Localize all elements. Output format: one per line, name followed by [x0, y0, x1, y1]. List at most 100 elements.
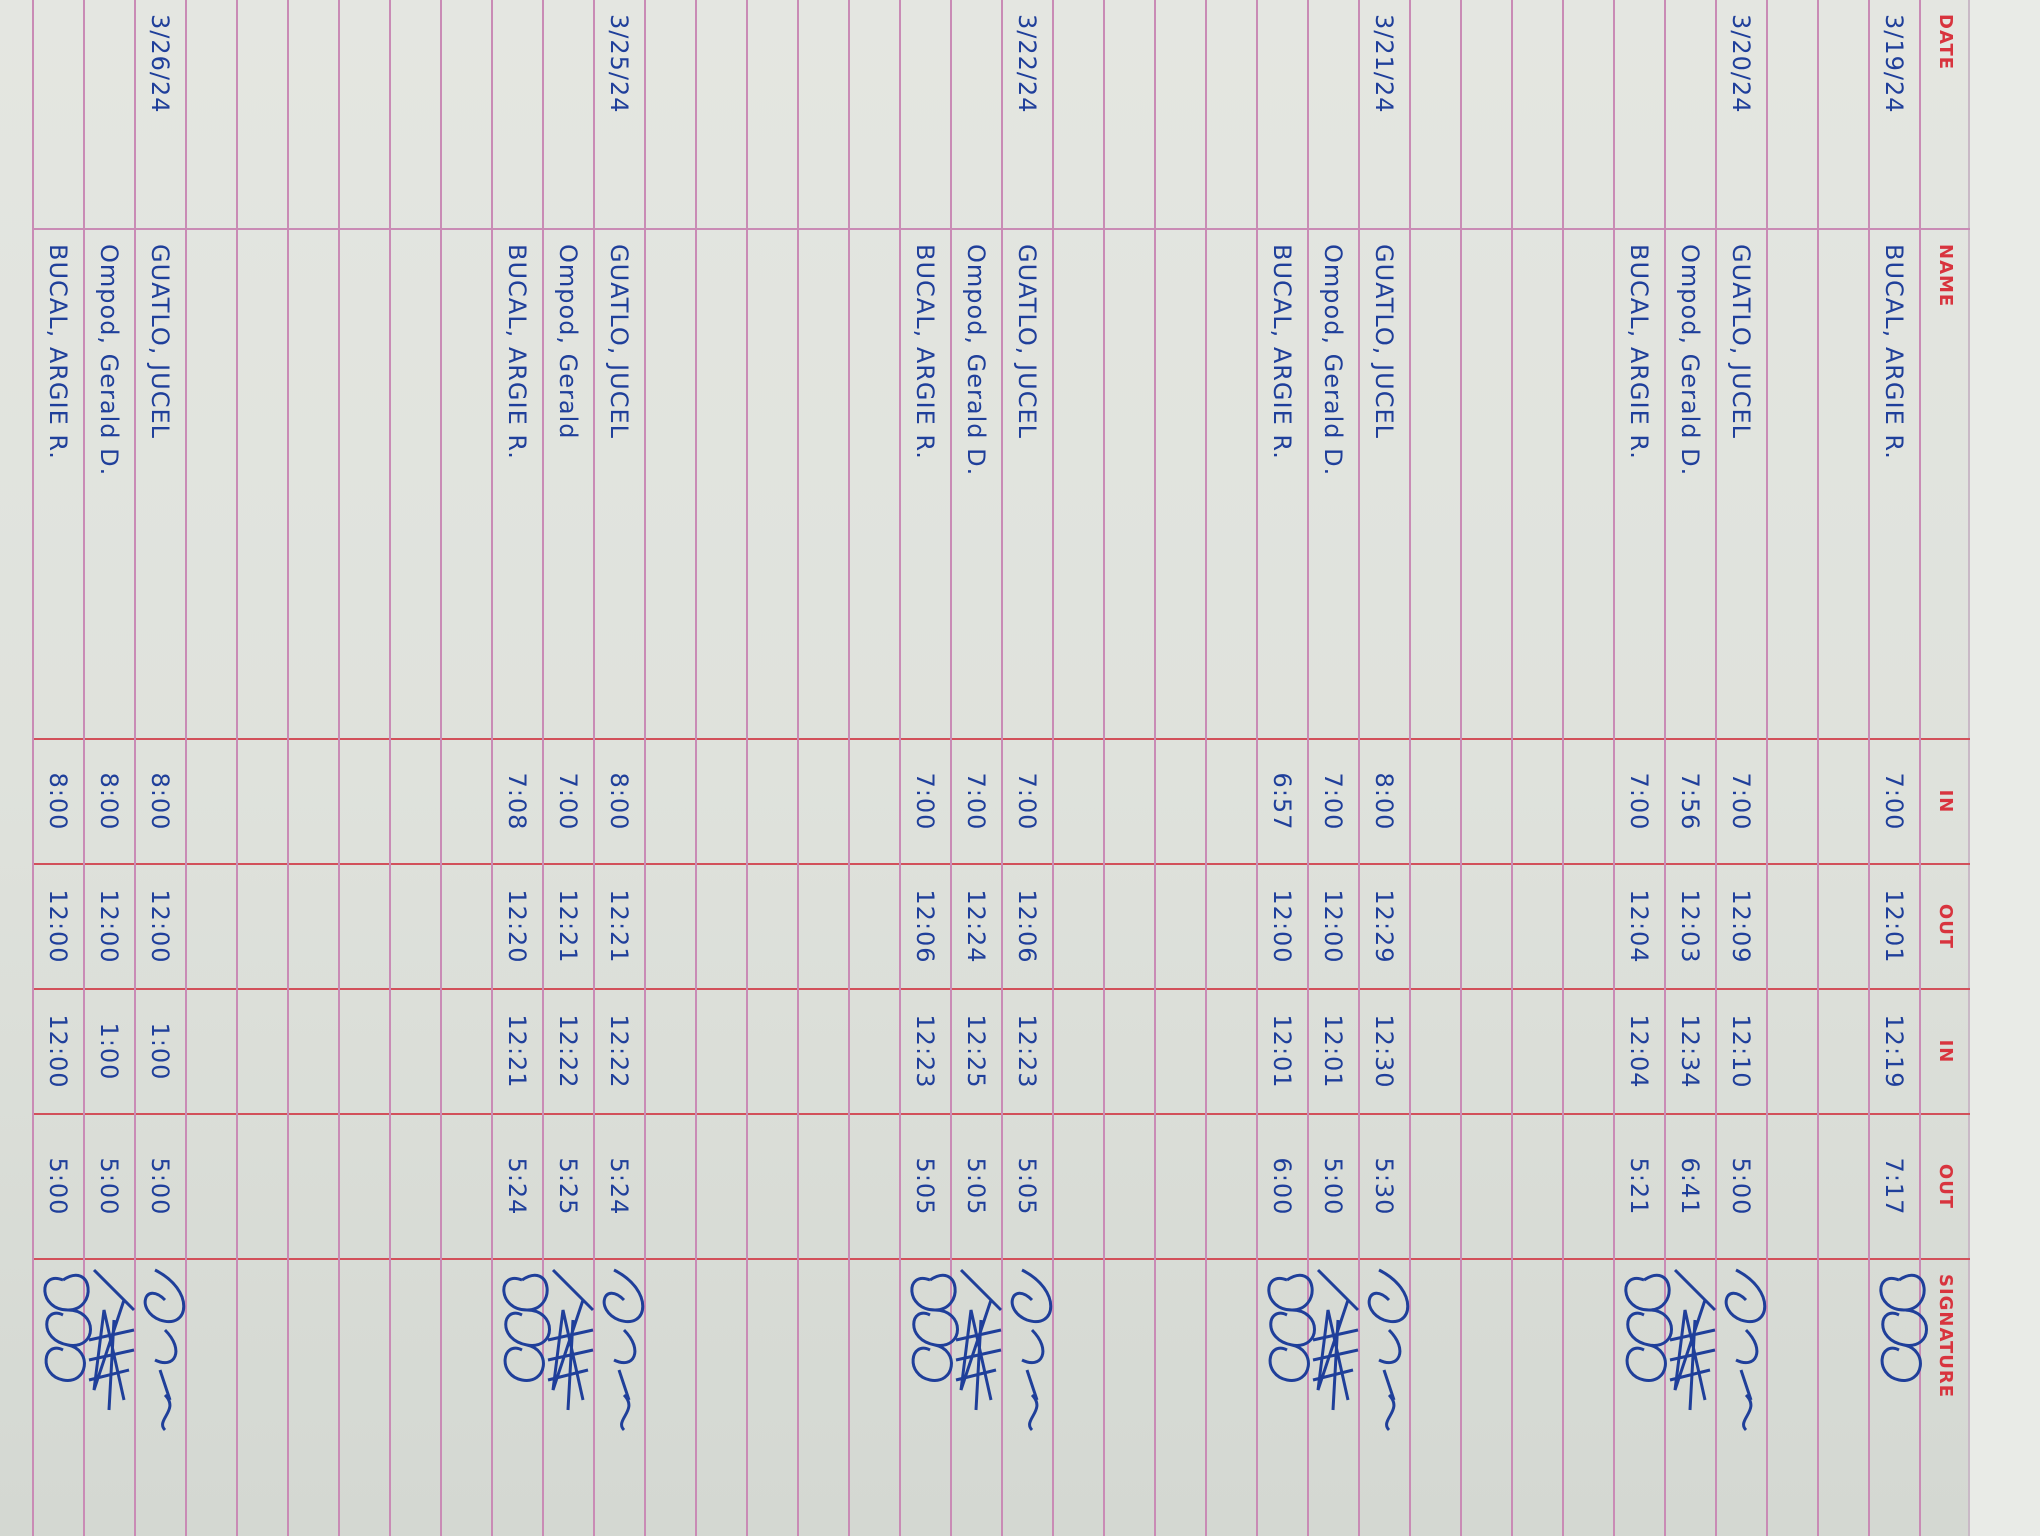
time-in-am: 7:00 [952, 740, 1001, 865]
employee-name: BUCAL, ARGIE R. [34, 230, 83, 740]
signature [34, 1260, 92, 1536]
empty-cell [799, 230, 848, 740]
time-out-am: 12:00 [34, 865, 83, 990]
header-date: DATE [1921, 0, 1970, 230]
time-out-pm: 5:24 [493, 1115, 542, 1260]
empty-cell [1411, 865, 1460, 990]
signature [85, 1260, 136, 1536]
blank-row [389, 0, 440, 1536]
entry-date [1309, 0, 1358, 230]
empty-cell [1207, 0, 1256, 230]
table-row: 3/20/24 GUATLO, JUCEL 7:00 12:09 12:10 5:00 [1715, 0, 1767, 1536]
employee-name: BUCAL, ARGIE R. [1258, 230, 1307, 740]
empty-cell [1054, 1115, 1103, 1260]
empty-cell [1105, 990, 1154, 1115]
time-in-am: 7:00 [901, 740, 950, 865]
empty-cell [238, 1115, 287, 1260]
employee-name: GUATLO, JUCEL [1717, 230, 1766, 740]
empty-cell [1819, 1115, 1868, 1260]
empty-cell [340, 740, 389, 865]
empty-cell [1105, 1115, 1154, 1260]
empty-cell [1462, 740, 1511, 865]
table-row: BUCAL, ARGIE R. 8:00 12:00 12:00 5:00 [32, 0, 92, 1536]
header-in-am: IN [1921, 740, 1970, 865]
time-in-am: 7:00 [1870, 740, 1919, 865]
empty-cell [697, 0, 746, 230]
blank-row [695, 0, 746, 1536]
empty-cell [1156, 230, 1205, 740]
time-in-am: 7:08 [493, 740, 542, 865]
time-in-pm: 12:23 [901, 990, 950, 1115]
empty-cell [1513, 1260, 1562, 1536]
signature [1666, 1260, 1717, 1536]
time-out-pm: 5:21 [1615, 1115, 1664, 1260]
employee-name: GUATLO, JUCEL [595, 230, 644, 740]
empty-cell [1513, 740, 1562, 865]
empty-cell [391, 865, 440, 990]
blank-row [1562, 0, 1613, 1536]
employee-name: BUCAL, ARGIE R. [1870, 230, 1919, 740]
table-row: 3/25/24 GUATLO, JUCEL 8:00 12:21 12:22 5:24 [593, 0, 645, 1536]
table-row: 3/21/24 GUATLO, JUCEL 8:00 12:29 12:30 5:30 [1358, 0, 1410, 1536]
table-row: BUCAL, ARGIE R. 6:57 12:00 12:01 6:00 [1256, 0, 1316, 1536]
empty-cell [1156, 865, 1205, 990]
time-in-am: 8:00 [1360, 740, 1409, 865]
empty-cell [1105, 740, 1154, 865]
empty-cell [391, 990, 440, 1115]
empty-cell [289, 740, 338, 865]
employee-name: BUCAL, ARGIE R. [1615, 230, 1664, 740]
empty-cell [1462, 1260, 1511, 1536]
blank-row [1817, 0, 1868, 1536]
empty-cell [1462, 0, 1511, 230]
empty-cell [1513, 1115, 1562, 1260]
signature [1309, 1260, 1360, 1536]
empty-cell [340, 230, 389, 740]
table-row: BUCAL, ARGIE R. 7:00 12:04 12:04 5:21 [1613, 0, 1673, 1536]
time-in-pm: 12:00 [34, 990, 83, 1115]
empty-cell [1564, 990, 1613, 1115]
empty-cell [1513, 990, 1562, 1115]
empty-cell [1513, 865, 1562, 990]
time-out-am: 12:24 [952, 865, 1001, 990]
empty-cell [748, 865, 797, 990]
entry-date: 3/20/24 [1717, 0, 1766, 230]
empty-cell [1513, 230, 1562, 740]
time-out-pm: 5:25 [544, 1115, 593, 1260]
time-in-am: 7:00 [1615, 740, 1664, 865]
time-out-pm: 5:00 [85, 1115, 134, 1260]
handwritten-signature [43, 1273, 92, 1382]
table-row: Ompod, Gerald D. 7:00 12:24 12:25 5:05 [950, 0, 1003, 1536]
time-in-pm: 12:19 [1870, 990, 1919, 1115]
entry-date [952, 0, 1001, 230]
empty-cell [1156, 740, 1205, 865]
empty-cell [187, 865, 236, 990]
header-out-am: OUT [1921, 865, 1970, 990]
entry-date: 3/25/24 [595, 0, 644, 230]
handwritten-signature [1367, 1268, 1410, 1432]
empty-cell [238, 0, 287, 230]
empty-cell [1207, 1260, 1256, 1536]
handwritten-signature [1267, 1273, 1316, 1382]
table-row: 3/26/24 GUATLO, JUCEL 8:00 12:00 1:00 5:00 [134, 0, 186, 1536]
table-row: Ompod, Gerald 7:00 12:21 12:22 5:25 [542, 0, 595, 1536]
empty-cell [1207, 740, 1256, 865]
empty-cell [1462, 1115, 1511, 1260]
signature [493, 1260, 551, 1536]
empty-cell [1156, 1260, 1205, 1536]
blank-row [1460, 0, 1511, 1536]
empty-cell [1768, 740, 1817, 865]
empty-cell [442, 1260, 491, 1536]
empty-cell [340, 865, 389, 990]
empty-cell [850, 1260, 899, 1536]
empty-cell [442, 230, 491, 740]
empty-cell [1105, 0, 1154, 230]
empty-cell [1105, 230, 1154, 740]
empty-cell [697, 230, 746, 740]
empty-cell [1462, 865, 1511, 990]
handwritten-signature [502, 1273, 551, 1382]
employee-name: Ompod, Gerald D. [1309, 230, 1358, 740]
time-in-am: 7:00 [1309, 740, 1358, 865]
empty-cell [1156, 990, 1205, 1115]
time-out-am: 12:06 [1003, 865, 1052, 990]
entry-date [1258, 0, 1307, 230]
